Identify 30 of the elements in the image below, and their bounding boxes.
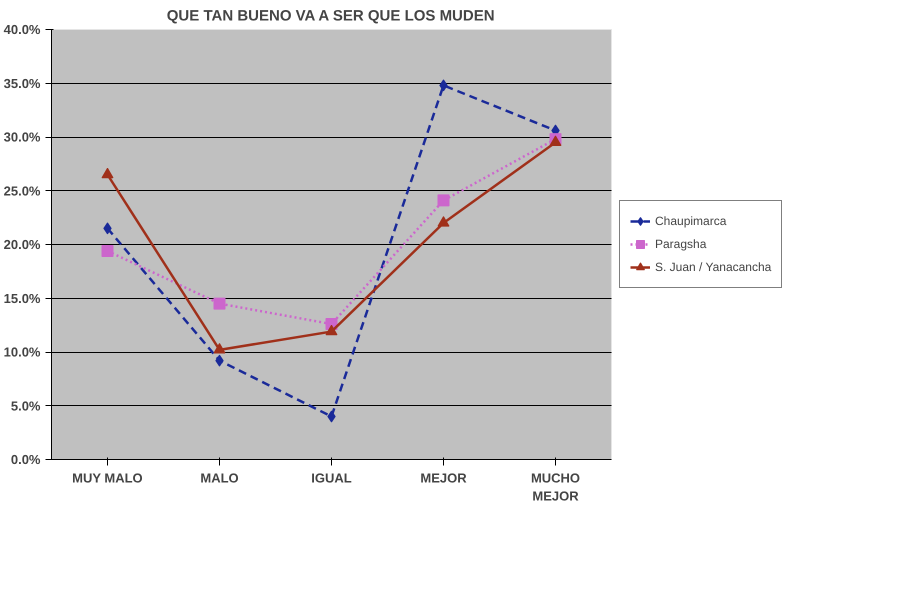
y-tick-label: 10.0% bbox=[4, 344, 41, 360]
y-tick-label: 40.0% bbox=[4, 22, 41, 37]
y-tick-label: 20.0% bbox=[4, 237, 41, 252]
point bbox=[326, 324, 338, 336]
point bbox=[214, 343, 226, 354]
x-tick-label: MALO bbox=[200, 470, 239, 486]
x-tick-label: MEJOR bbox=[420, 470, 468, 486]
y-tick-label: 15.0% bbox=[4, 290, 41, 306]
y-tick-label: 30.0% bbox=[4, 130, 41, 144]
point bbox=[102, 244, 114, 257]
y-tick-label: 25.0% bbox=[4, 183, 41, 198]
y-tick-label: 35.0% bbox=[4, 76, 41, 91]
y-tick-label: 0.0% bbox=[10, 452, 41, 467]
point bbox=[103, 222, 112, 234]
chart-title: QUE TAN BUENO VA A SER QUE LOS MUDEN bbox=[166, 8, 495, 24]
x-tick-label: IGUAL bbox=[311, 470, 352, 486]
point bbox=[438, 216, 450, 227]
x-tick-label: MUY MALO bbox=[72, 470, 143, 486]
y-tick-label: 5.0% bbox=[10, 398, 41, 414]
point bbox=[438, 194, 450, 206]
legend-label: Paragsha bbox=[655, 237, 706, 251]
point bbox=[102, 168, 114, 178]
legend-label: S. Juan / Yanacancha bbox=[655, 260, 772, 274]
point bbox=[550, 136, 562, 146]
x-tick-label: MUCHO MEJOR bbox=[530, 470, 580, 504]
point bbox=[439, 79, 448, 92]
point bbox=[327, 410, 336, 422]
legend-label: Chaupimarca bbox=[655, 214, 726, 228]
point bbox=[215, 354, 224, 367]
point bbox=[214, 298, 226, 310]
